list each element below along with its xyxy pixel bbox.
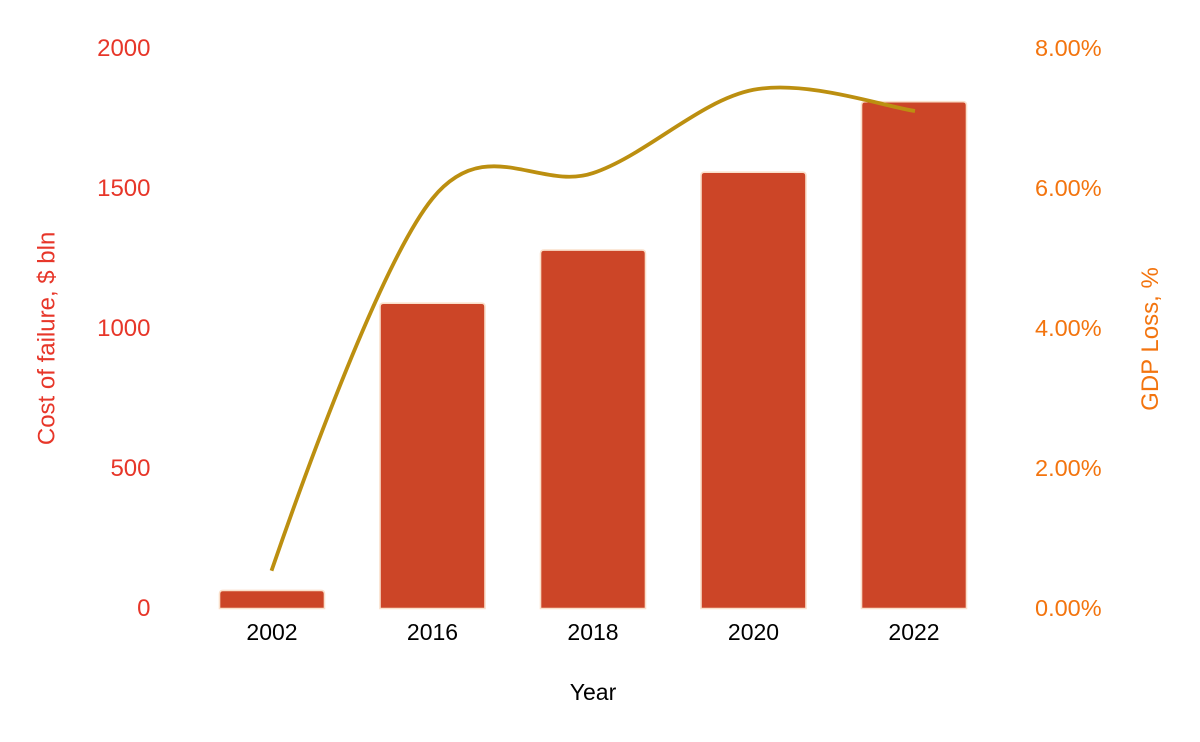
svg-text:1500: 1500 [97, 175, 150, 202]
svg-text:GDP Loss, %: GDP Loss, % [1137, 267, 1164, 411]
svg-text:Year: Year [570, 679, 617, 705]
svg-text:6.00%: 6.00% [1035, 175, 1102, 201]
svg-text:2002: 2002 [246, 619, 297, 645]
svg-text:2.00%: 2.00% [1035, 455, 1102, 481]
svg-text:2020: 2020 [728, 619, 779, 645]
svg-text:2000: 2000 [97, 35, 150, 62]
svg-text:0: 0 [137, 595, 150, 622]
svg-text:Cost of failure, $ bln: Cost of failure, $ bln [34, 232, 61, 445]
svg-text:2018: 2018 [567, 619, 618, 645]
svg-text:8.00%: 8.00% [1035, 35, 1102, 61]
svg-text:2022: 2022 [888, 619, 939, 645]
svg-text:4.00%: 4.00% [1035, 315, 1102, 341]
svg-text:2016: 2016 [407, 619, 458, 645]
svg-text:500: 500 [110, 455, 150, 482]
svg-text:0.00%: 0.00% [1035, 595, 1102, 621]
svg-text:1000: 1000 [97, 315, 150, 342]
